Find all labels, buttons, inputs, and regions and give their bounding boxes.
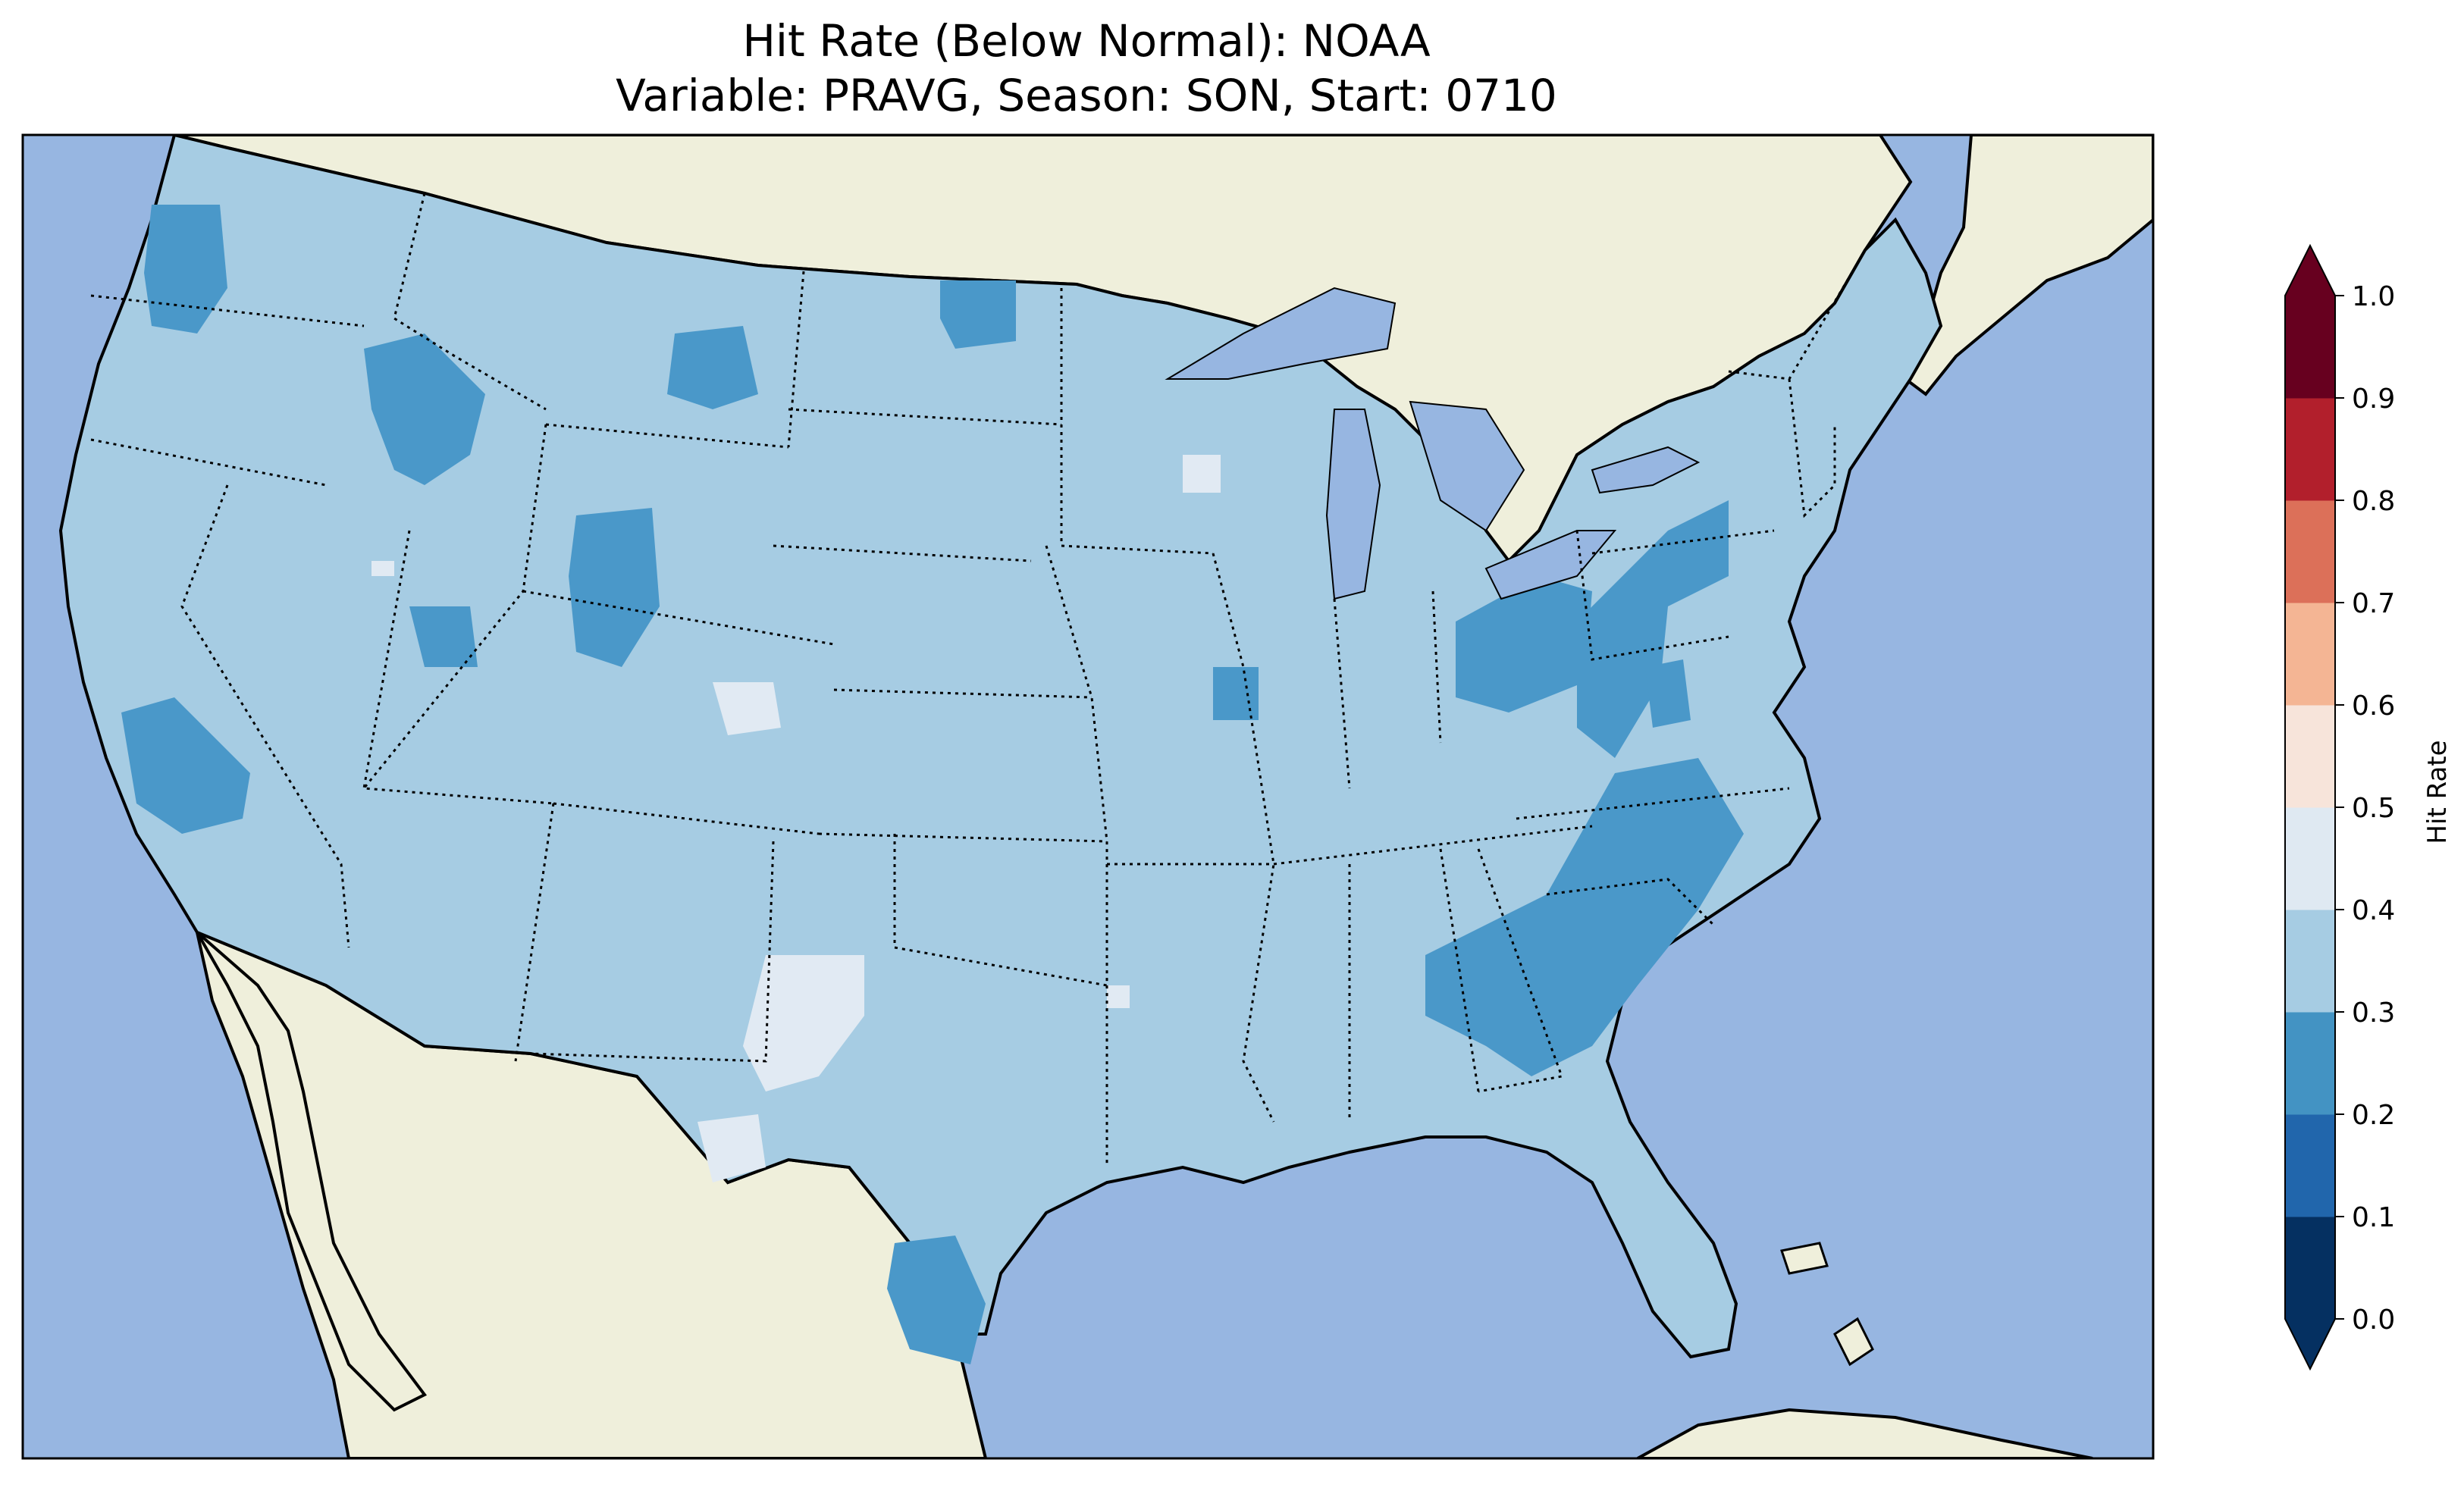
patch-wyoming [569, 508, 660, 667]
colorbar-bin [2285, 296, 2335, 399]
patch-montana [667, 326, 758, 409]
boundary-us-canada [1728, 249, 1867, 381]
colorbar-tick-label: 0.8 [2352, 486, 2395, 517]
great-lakes [1165, 287, 1701, 600]
boundary-az-nm [514, 803, 555, 1062]
patch-california [121, 697, 250, 834]
colorbar-bin [2285, 1012, 2335, 1115]
map-panel [23, 135, 2153, 1458]
colorbar-label: Hit Rate [2422, 740, 2453, 844]
patch-arkansas [1107, 985, 1130, 1008]
patch-iowa [1213, 667, 1259, 720]
colorbar-tick-label: 0.5 [2352, 793, 2395, 824]
colorbar-tick-label: 1.0 [2352, 281, 2395, 312]
patch-west-virginia [1645, 659, 1691, 728]
patch-utah [409, 606, 478, 667]
boundary-wa-or [90, 294, 365, 327]
boundary-ne-ks [833, 688, 1092, 699]
boundary-nv-ut [362, 530, 411, 789]
colorbar-bin [2285, 603, 2335, 706]
colorbar-bin [2285, 500, 2335, 603]
colorbar-over-arrow [2285, 246, 2335, 296]
colorbar-bin [2285, 1217, 2335, 1320]
colorbar-bin [2285, 807, 2335, 910]
colorbar-under-arrow [2285, 1319, 2335, 1369]
map-frame [21, 133, 2155, 1460]
colorbar-bins [2285, 296, 2335, 1320]
colorbar-tick-label: 0.1 [2352, 1202, 2395, 1233]
boundary-mt-wy [545, 423, 789, 449]
patch-nd [940, 280, 1016, 349]
lake-huron [1409, 400, 1525, 532]
higher-hit-rate-patches [371, 455, 1221, 1182]
lake-superior [1165, 287, 1397, 380]
patch-idaho [364, 334, 485, 485]
boundary-va-nc [1516, 787, 1790, 820]
patch-washington [144, 205, 227, 334]
title-line-1: Hit Rate (Below Normal): NOAA [742, 15, 1431, 67]
boundary-ms-river [1212, 553, 1275, 1123]
title-line-2: Variable: PRAVG, Season: SON, Start: 071… [616, 70, 1557, 121]
boundary-sd-ne [773, 544, 1032, 562]
patch-carolinas [1425, 758, 1744, 1076]
cuba-land [1637, 1408, 2093, 1458]
patch-nevada [371, 561, 394, 576]
boundary-id-mt [393, 193, 547, 411]
patch-texas-coast [887, 1236, 986, 1364]
boundary-ks-ok [818, 832, 1108, 843]
lake-ontario [1591, 446, 1701, 494]
boundary-new-england [1788, 378, 1836, 518]
patch-wisconsin [1183, 455, 1221, 493]
colorbar-tick-label: 0.9 [2352, 384, 2395, 415]
colorbar-bin [2285, 1114, 2335, 1217]
patch-south-texas [698, 1114, 766, 1182]
maritimes-land [1893, 135, 2153, 396]
boundary-mn [1060, 288, 1214, 555]
boundary-ok-tx [893, 834, 1108, 987]
patch-colorado [713, 682, 781, 735]
boundary-il-in [1333, 598, 1351, 789]
boundary-ut-co [362, 424, 554, 805]
boundary-nd-sd [788, 408, 1062, 426]
bahamas-land [1780, 1242, 1874, 1367]
colorbar-tick-label: 0.6 [2352, 691, 2395, 722]
baja-land [196, 931, 428, 1412]
boundary-in-oh [1431, 590, 1442, 744]
boundary-ky-tn [1273, 825, 1593, 866]
boundary-tn-ms-al [1348, 848, 1480, 1122]
boundary-nm-tx [530, 841, 775, 1063]
colorbar: 0.0 0.1 0.2 0.3 0.4 0.5 0.6 0.7 0.8 0.9 1.0 Hit Ra… [2284, 243, 2453, 1371]
colorbar-tick-label: 0.2 [2352, 1100, 2395, 1131]
state-boundaries [90, 193, 1867, 1167]
boundary-nc-sc [1546, 878, 1715, 926]
lake-erie [1484, 530, 1617, 600]
map-title: Hit Rate (Below Normal): NOAA Variable: … [21, 14, 2152, 123]
low-hit-rate-patches [121, 205, 1744, 1364]
boundary-or-ca [90, 438, 327, 487]
boundary-co-nm [553, 802, 820, 835]
colorbar-ticks: 0.0 0.1 0.2 0.3 0.4 0.5 0.6 0.7 0.8 0.9 1.0 [2335, 281, 2395, 1336]
patch-ohio [1456, 576, 1592, 713]
colorbar-bin [2285, 398, 2335, 501]
patch-appalachia [1577, 500, 1729, 758]
boundary-pa-ny [1591, 529, 1775, 555]
boundary-oh-pa [1575, 530, 1729, 661]
patch-west-texas [743, 955, 864, 1092]
colorbar-tick-label: 0.0 [2352, 1305, 2395, 1336]
colorbar-bin [2285, 910, 2335, 1013]
colorbar-tick-label: 0.4 [2352, 895, 2395, 926]
lake-michigan [1325, 409, 1381, 600]
colorbar-tick-label: 0.3 [2352, 998, 2395, 1029]
colorbar-tick-label: 0.7 [2352, 588, 2395, 619]
colorbar-bin [2285, 705, 2335, 808]
boundary-ca-nv [180, 484, 350, 948]
